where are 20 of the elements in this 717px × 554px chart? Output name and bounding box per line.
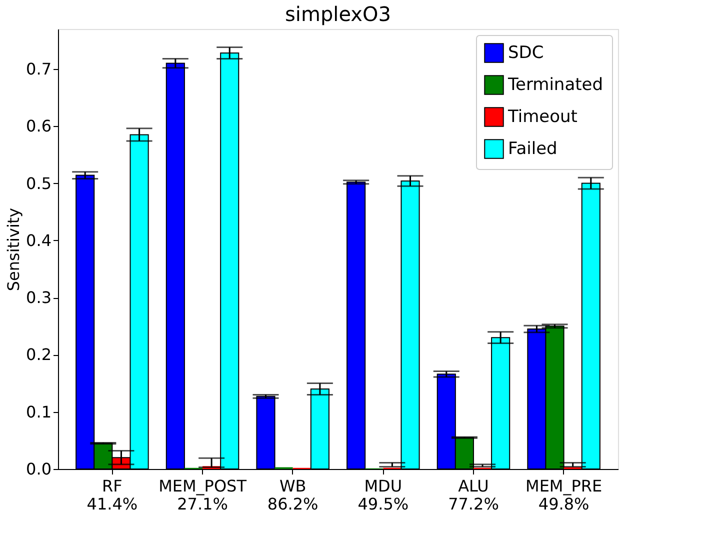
x-tick-label: MDU 49.5% [358,476,409,514]
x-tick-label: MEM_POST 27.1% [158,476,247,514]
legend-label: Timeout [507,107,578,127]
x-tick-label: MEM_PRE 49.8% [526,476,602,514]
legend-label: Failed [508,139,558,159]
y-axis-title: Sensitivity [4,208,24,292]
x-tick-label: ALU 77.2% [448,476,499,514]
y-tick-label: 0.5 [26,174,52,193]
y-tick-label: 0.0 [26,460,52,478]
y-tick-label: 0.7 [26,60,52,78]
y-tick-label: 0.6 [26,116,52,136]
x-tick-label: WB 86.2% [267,476,318,514]
y-tick-label: 0.4 [26,230,52,250]
x-tick-label: RF 41.4% [86,476,138,514]
y-tick-label: 0.2 [26,345,52,364]
y-tick-label: 0.3 [26,288,52,308]
chart-title: simplexO3 [285,2,391,26]
y-tick-label: 0.1 [26,402,52,422]
legend-label: SDC [508,43,544,63]
legend-label: Terminated [507,75,604,95]
